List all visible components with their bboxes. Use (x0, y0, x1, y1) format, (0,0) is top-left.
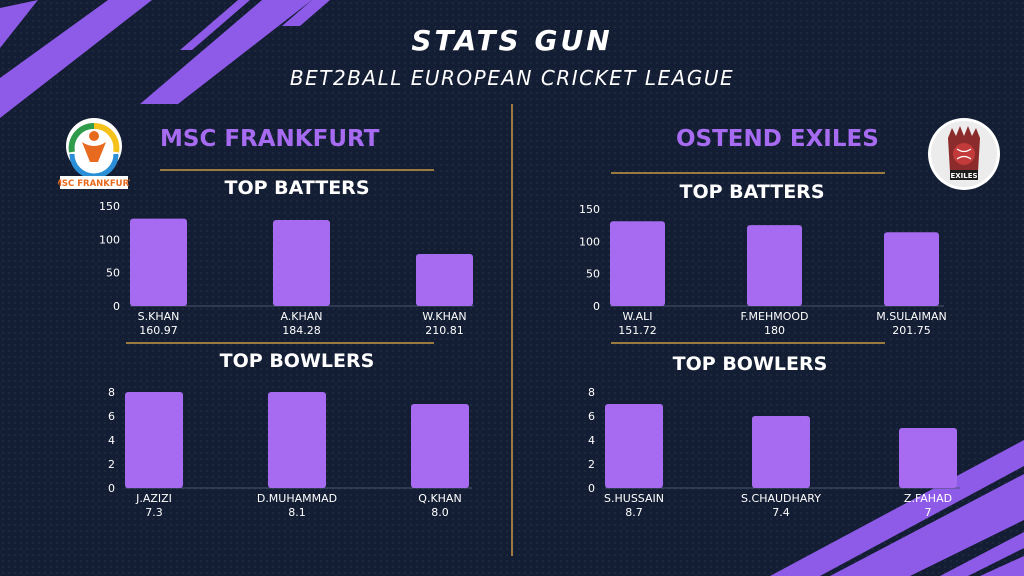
stripe-top-left-1 (0, 0, 38, 48)
section-title-exiles-bowlers: TOP BOWLERS (672, 353, 828, 375)
x-category-label: A.KHAN (280, 310, 322, 323)
x-category-label: M.SULAIMAN (876, 310, 946, 323)
y-tick-label: 150 (99, 200, 120, 213)
x-category-value: 184.28 (282, 324, 321, 337)
stripe-top-left-3 (140, 0, 312, 104)
bar-m-sulaiman (884, 232, 939, 306)
gold-line-right-top (611, 172, 885, 174)
stripe-top-left-2 (0, 0, 152, 118)
stripe-bottom-right-2 (830, 474, 1024, 576)
x-category-value: 8.7 (625, 506, 643, 519)
page-title: STATS GUN (411, 24, 613, 57)
y-tick-label: 4 (588, 434, 595, 447)
ostend-exiles-logo-text: EXILES (950, 172, 977, 180)
bar-w-ali (610, 221, 665, 306)
y-tick-label: 100 (99, 233, 120, 246)
y-tick-label: 100 (579, 235, 600, 248)
center-divider (511, 104, 513, 556)
y-tick-label: 50 (106, 267, 120, 280)
team-name-ostend-exiles: OSTEND EXILES (676, 126, 879, 152)
msc-frankfurt-logo-text: MSC FRANKFURT (58, 179, 130, 189)
msc-frankfurt-logo: MSC FRANKFURT (53, 116, 135, 192)
bar-q-khan (411, 404, 469, 488)
x-category-label: J.AZIZI (135, 492, 172, 505)
x-category-label: S.HUSSAIN (604, 492, 664, 505)
x-category-value: 7.3 (145, 506, 163, 519)
stripe-bottom-right-3 (940, 532, 1024, 576)
x-category-value: 201.75 (892, 324, 931, 337)
x-category-value: 8.0 (431, 506, 449, 519)
y-tick-label: 0 (108, 482, 115, 495)
team-name-msc-frankfurt: MSC FRANKFURT (160, 126, 380, 152)
y-tick-label: 2 (588, 458, 595, 471)
y-tick-label: 6 (588, 410, 595, 423)
x-category-value: 210.81 (425, 324, 464, 337)
bar-d-muhammad (268, 392, 326, 488)
bar-j-azizi (125, 392, 183, 488)
x-category-value: 180 (764, 324, 785, 337)
section-title-exiles-batters: TOP BATTERS (679, 181, 825, 203)
x-category-value: 160.97 (139, 324, 178, 337)
gold-line-right-mid (611, 342, 885, 344)
ostend-exiles-logo: EXILES (926, 116, 1002, 192)
x-category-label: W.ALI (622, 310, 652, 323)
bar-z-fahad (899, 428, 957, 488)
stripe-bottom-right-4 (980, 556, 1024, 576)
bar-w-khan (416, 254, 473, 306)
x-category-label: F.MEHMOOD (740, 310, 808, 323)
y-tick-label: 4 (108, 434, 115, 447)
stripe-top-left-5 (282, 0, 330, 26)
section-title-msc-batters: TOP BATTERS (224, 177, 370, 199)
stripe-bottom-right-1 (770, 440, 1024, 576)
y-tick-label: 50 (586, 268, 600, 281)
x-category-label: S.CHAUDHARY (741, 492, 821, 505)
y-tick-label: 150 (579, 203, 600, 216)
y-tick-label: 8 (108, 386, 115, 399)
page-subtitle: BET2BALL EUROPEAN CRICKET LEAGUE (289, 66, 735, 90)
x-category-value: 7.4 (772, 506, 790, 519)
bar-a-khan (273, 220, 330, 306)
section-title-msc-bowlers: TOP BOWLERS (219, 350, 375, 372)
y-tick-label: 0 (593, 300, 600, 313)
x-category-value: 7 (925, 506, 932, 519)
x-category-value: 151.72 (618, 324, 657, 337)
bar-s-hussain (605, 404, 663, 488)
x-category-label: Q.KHAN (418, 492, 461, 505)
y-tick-label: 0 (113, 300, 120, 313)
x-category-label: D.MUHAMMAD (257, 492, 337, 505)
x-category-value: 8.1 (288, 506, 306, 519)
bar-s-chaudhary (752, 416, 810, 488)
y-tick-label: 0 (588, 482, 595, 495)
gold-line-left-top (160, 169, 434, 171)
x-category-label: S.KHAN (138, 310, 180, 323)
gold-line-left-mid (126, 342, 434, 344)
bar-s-khan (130, 218, 187, 306)
y-tick-label: 8 (588, 386, 595, 399)
stripe-top-left-4 (180, 0, 250, 50)
y-tick-label: 2 (108, 458, 115, 471)
x-category-label: W.KHAN (422, 310, 466, 323)
y-tick-label: 6 (108, 410, 115, 423)
x-category-label: Z.FAHAD (904, 492, 952, 505)
bar-f-mehmood (747, 225, 802, 306)
